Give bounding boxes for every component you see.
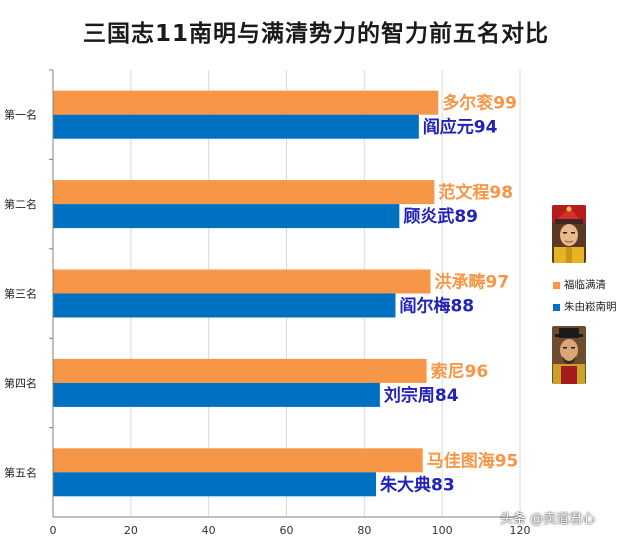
- chart-title: 三国志11南明与满清势力的智力前五名对比: [82, 21, 549, 47]
- category-label: 第三名: [4, 287, 37, 301]
- category-label: 第四名: [4, 376, 37, 390]
- category-label: 第一名: [4, 108, 37, 122]
- legend-label-ming: 朱由崧南明: [564, 301, 617, 313]
- bar-ming: [53, 204, 400, 229]
- data-label: 马佳图海95: [427, 450, 519, 471]
- x-tick-label: 20: [124, 524, 138, 537]
- bar-ming: [53, 472, 377, 497]
- legend-label-qing: 福临满清: [564, 279, 606, 291]
- bar-ming: [53, 114, 419, 139]
- qing-emperor-portrait: [552, 205, 586, 263]
- x-tick-label: 120: [510, 524, 531, 537]
- category-label: 第二名: [4, 197, 37, 211]
- bars: [53, 90, 439, 497]
- bar-qing: [53, 448, 423, 473]
- data-label: 多尔衮99: [442, 93, 517, 114]
- x-tick-label: 60: [280, 524, 294, 537]
- x-tick-label: 80: [357, 524, 371, 537]
- legend-swatch-qing: [553, 281, 560, 289]
- data-label: 刘宗周84: [384, 385, 459, 406]
- bar-qing: [53, 358, 427, 383]
- ming-emperor-portrait: [552, 326, 586, 384]
- x-tick-label: 0: [50, 524, 57, 537]
- category-label: 第五名: [4, 465, 37, 479]
- x-tick-label: 100: [432, 524, 453, 537]
- bar-qing: [53, 269, 431, 294]
- data-label: 顾炎武89: [403, 206, 478, 227]
- bar-ming: [53, 382, 380, 407]
- legend-swatch-ming: [553, 303, 560, 311]
- bar-qing: [53, 180, 435, 205]
- data-label: 朱大典83: [380, 474, 455, 495]
- bar-ming: [53, 293, 396, 318]
- data-label: 阎应元94: [423, 117, 498, 138]
- bar-qing: [53, 90, 439, 115]
- data-label: 洪承畴97: [434, 272, 509, 293]
- data-labels: 多尔衮99 阎应元94 范文程98 顾炎武89 洪承畴97 阎尔梅88 索尼96 刘宗周84 马…: [380, 93, 518, 496]
- watermark: 头条 @卖道君心: [500, 512, 596, 527]
- data-label: 索尼96: [431, 361, 489, 382]
- x-tick-label: 40: [202, 524, 216, 537]
- legend-item-ming: 朱由崧南明: [553, 299, 617, 314]
- legend-item-qing: 福临满清: [553, 277, 606, 292]
- data-label: 阎尔梅88: [399, 296, 474, 317]
- data-label: 范文程98: [438, 182, 513, 203]
